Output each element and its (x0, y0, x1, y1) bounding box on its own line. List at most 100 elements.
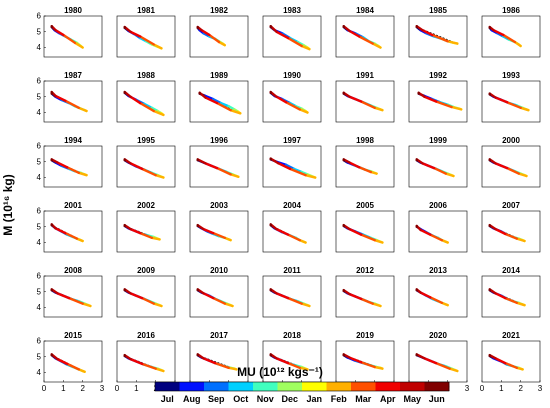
panel-2021: 2021 0 1 2 3 (480, 331, 543, 393)
panel-title: 1985 (429, 6, 447, 15)
colorbar-swatch-jan (302, 382, 327, 391)
panel-frame (481, 275, 541, 318)
panel-frame (189, 145, 249, 188)
panel-1998: 1998 (335, 136, 395, 188)
y-tick-label: 5 (37, 222, 42, 231)
panel-title: 2016 (137, 331, 155, 340)
series-segment-feb (373, 365, 384, 370)
colorbar-label-mar: Mar (355, 394, 372, 404)
panel-frame (335, 145, 395, 188)
panel-1982: 1982 (189, 6, 249, 58)
series-segment-mar (208, 33, 221, 44)
panel-1986: 1986 (481, 6, 541, 58)
series-segment-mar (359, 100, 376, 110)
series-segment-feb (371, 42, 382, 49)
series-segment-mar (504, 361, 518, 370)
series-segment-feb (154, 367, 165, 373)
panel-1983: 1983 (262, 6, 322, 58)
panel-title: 1993 (502, 71, 520, 80)
series-segment-apr (348, 95, 363, 103)
panel-2012: 2012 (335, 266, 395, 318)
series-segment-apr (129, 162, 144, 171)
panel-title: 1997 (283, 136, 301, 145)
series-segment-apr (494, 227, 507, 236)
series-segment-mar (359, 233, 376, 242)
panel-title: 2019 (356, 331, 374, 340)
series-segment-feb (373, 106, 384, 112)
series-segment-mar (288, 167, 307, 177)
colorbar-swatch-sep (204, 382, 229, 391)
panel-2016: 20160123 (115, 331, 178, 393)
panel-frame (335, 15, 395, 58)
series-segment-feb (227, 366, 238, 371)
x-tick-label: 1 (61, 384, 66, 393)
series-segment-aug (204, 94, 215, 101)
series-segment-mar (429, 233, 444, 242)
colorbar-label-may: May (403, 394, 421, 404)
panel-frame (116, 210, 176, 253)
series-segment-feb (223, 302, 234, 308)
panel-2013: 2013 (408, 266, 468, 318)
panel-title: 2015 (64, 331, 82, 340)
series-segment-feb (519, 106, 530, 112)
series-segment-apr (275, 227, 290, 236)
y-tick-label: 5 (37, 287, 42, 296)
series-segment-may (196, 158, 207, 165)
y-tick-label: 5 (37, 352, 42, 361)
panel-2006: 2006 (408, 201, 468, 253)
panel-frame (408, 210, 468, 253)
series-segment-feb (448, 367, 459, 373)
series-segment-apr (202, 357, 217, 365)
panel-title: 1999 (429, 136, 447, 145)
series-segment-feb (298, 366, 309, 371)
colorbar-label-jan: Jan (306, 394, 322, 404)
panel-title: 1996 (210, 136, 228, 145)
panel-frame (189, 210, 249, 253)
colorbar-swatch-nov (253, 382, 278, 391)
panel-frame (408, 145, 468, 188)
series-segment-apr (275, 30, 290, 40)
panel-title: 1981 (137, 6, 155, 15)
panel-1987: 1987 4 5 6 (37, 71, 103, 123)
series-segment-mar (431, 33, 449, 43)
panel-title: 1991 (356, 71, 374, 80)
series-segment-apr (494, 292, 507, 300)
panel-2015: 2015 4 5 6 0 1 2 3 (37, 331, 105, 393)
series-segment-mar (286, 296, 303, 305)
series-segment-apr (129, 357, 144, 366)
colorbar-swatch-apr (375, 382, 401, 391)
series-segment-mar (434, 100, 453, 109)
panel-1999: 1999 (408, 136, 468, 188)
series-segment-feb (517, 172, 528, 178)
series-segment-feb (371, 302, 382, 308)
series-segment-mar (359, 361, 376, 369)
series-segment-apr (423, 95, 438, 103)
series-segment-apr (348, 356, 363, 364)
panel-2004: 2004 (262, 201, 322, 253)
panel-frame (408, 340, 468, 383)
x-tick-label: 0 (480, 384, 485, 393)
colorbar-swatch-aug (179, 382, 205, 391)
series-segment-feb (446, 40, 459, 45)
y-axis-label: M (10¹⁶ kg) (1, 174, 15, 236)
panel-title: 2021 (502, 331, 520, 340)
y-tick-label: 4 (37, 43, 42, 52)
panel-2009: 2009 (116, 266, 176, 318)
series-segment-apr (492, 28, 505, 37)
series-segment-feb (73, 41, 84, 49)
x-tick-label: 2 (80, 384, 85, 393)
series-segment-mar (504, 296, 518, 305)
y-tick-label: 6 (37, 337, 42, 346)
panel-frame (262, 340, 322, 383)
series-segment-apr (54, 94, 67, 102)
panel-2001: 2001 4 5 6 (37, 201, 103, 253)
panel-title: 1982 (210, 6, 228, 15)
panel-title: 1986 (502, 6, 520, 15)
series-segment-feb (515, 301, 526, 307)
series-segment-oct (142, 102, 154, 110)
series-segment-apr (494, 162, 509, 170)
panel-2011: 2011 (262, 266, 322, 318)
series-segment-mar (215, 101, 232, 112)
panel-frame (481, 210, 541, 253)
